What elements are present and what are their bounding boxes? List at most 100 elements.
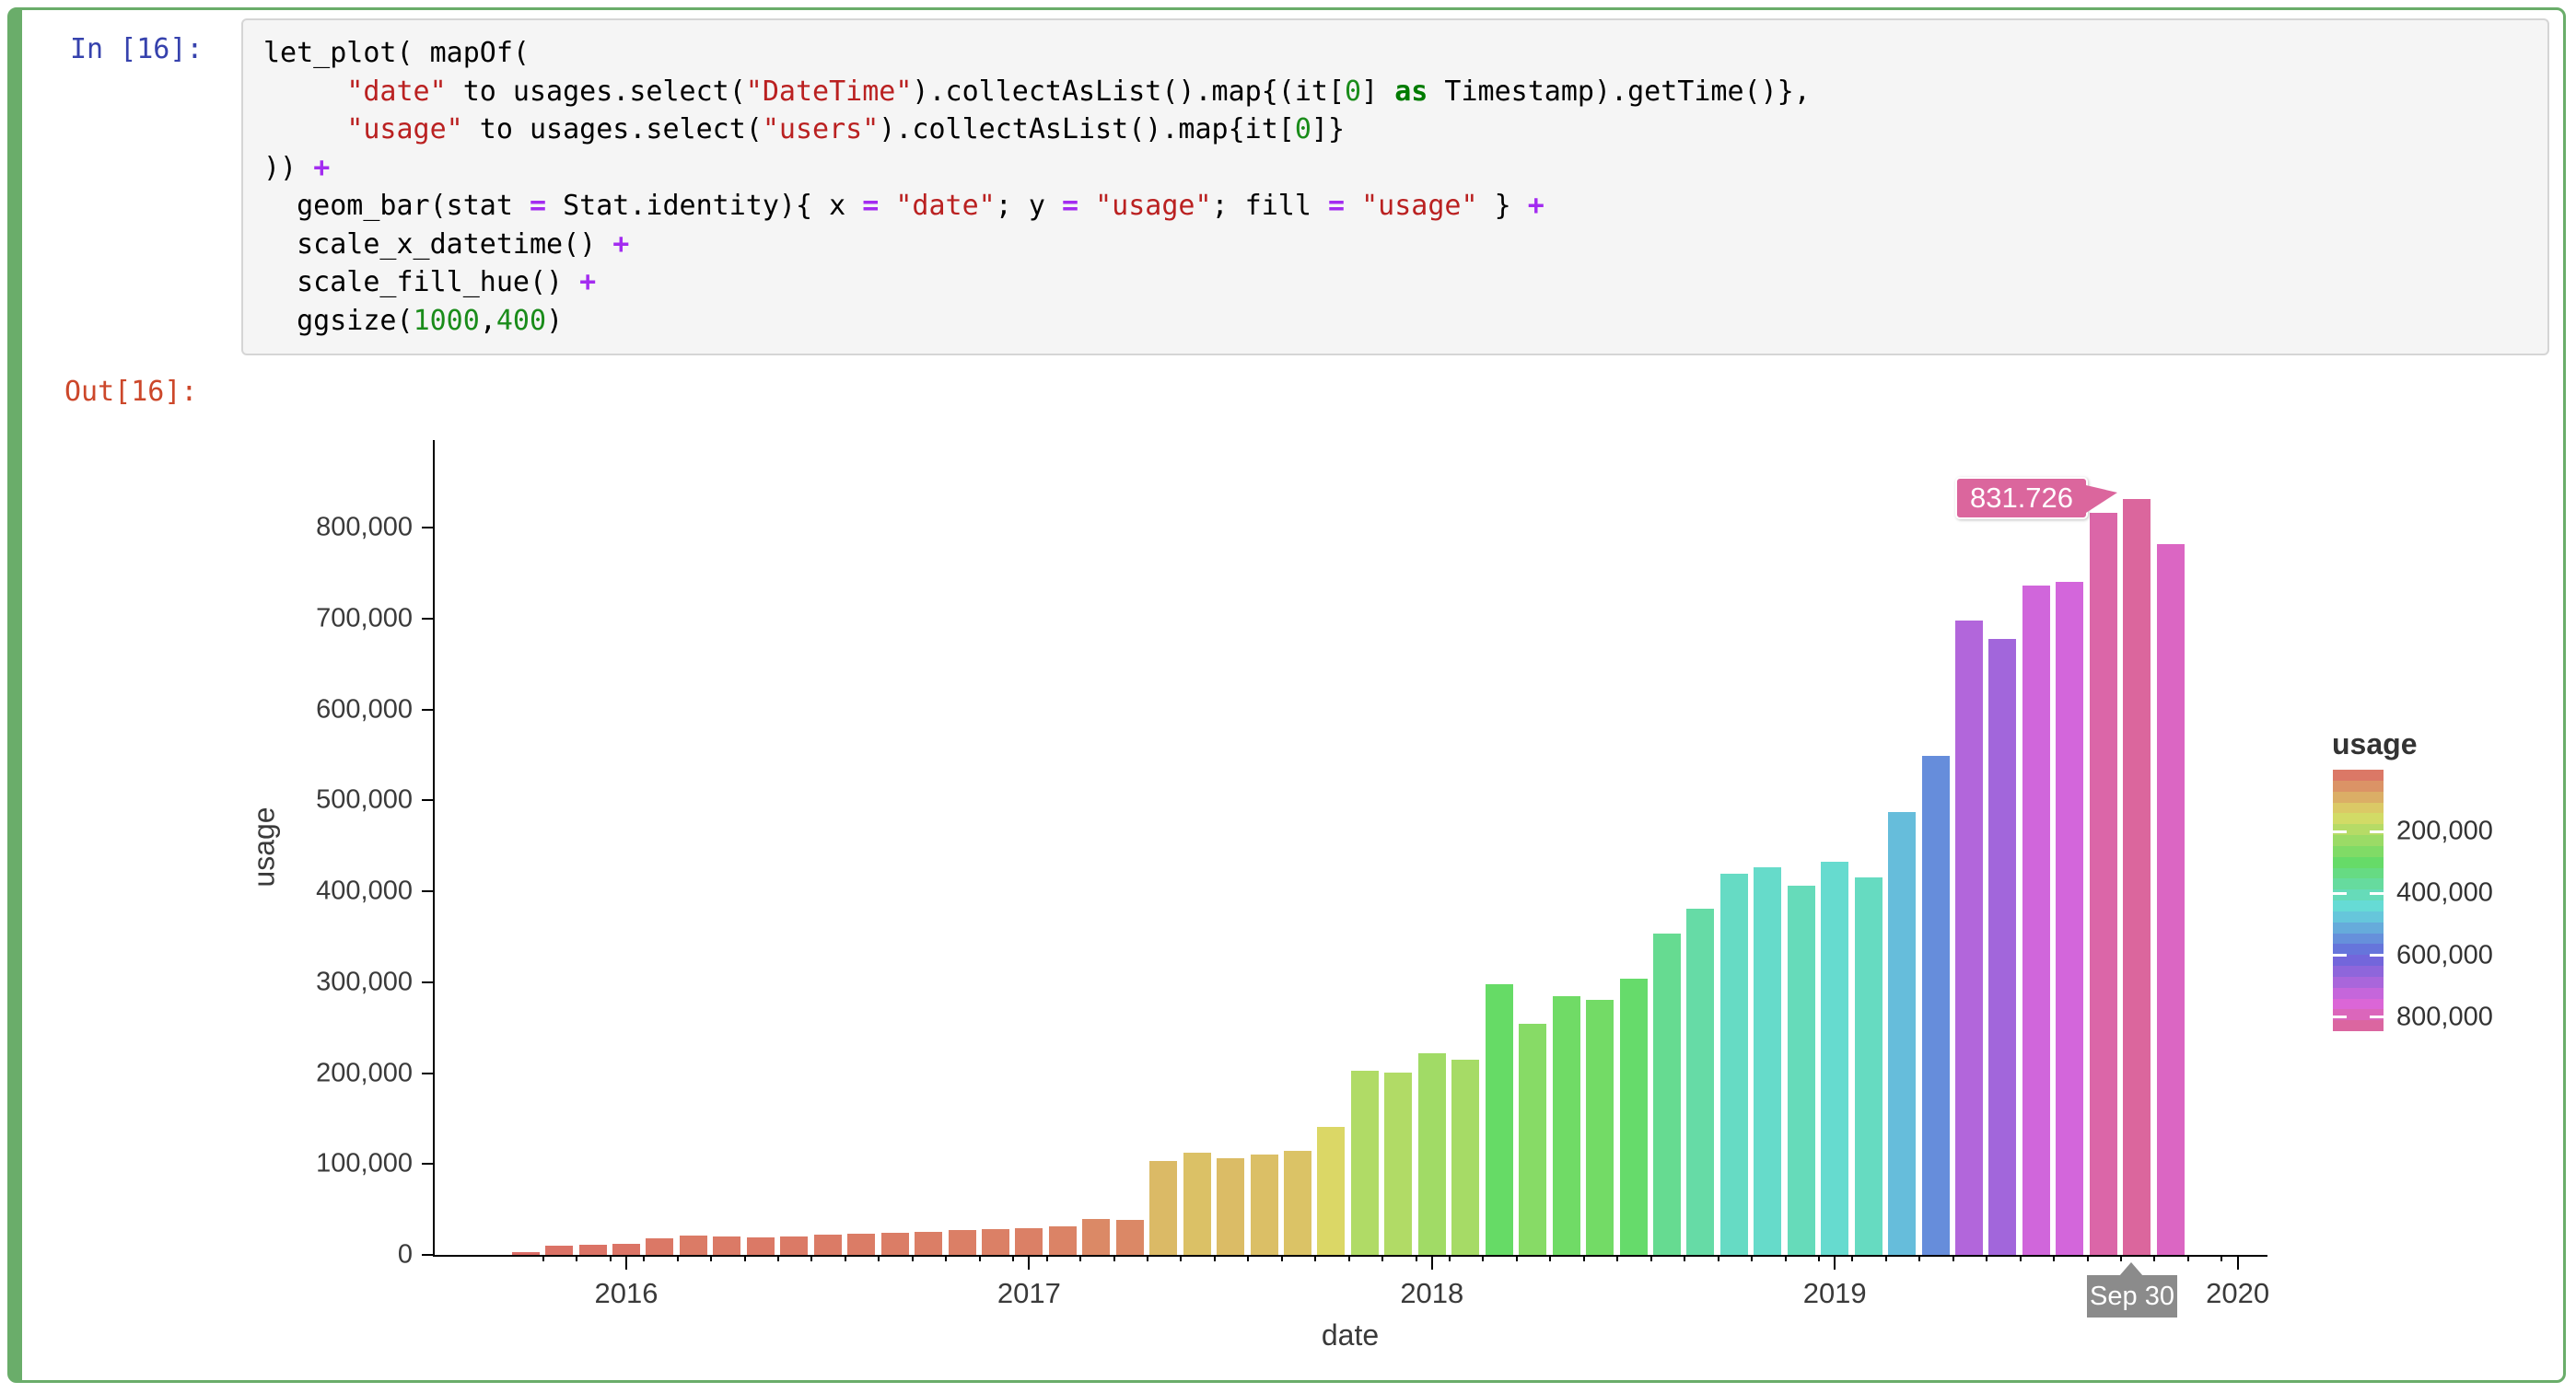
usage-bar[interactable] [847, 1234, 876, 1255]
legend-title: usage [2332, 727, 2418, 760]
legend-tick-label: 200,000 [2396, 816, 2493, 846]
usage-bar[interactable] [1921, 756, 1950, 1255]
month-tick-mark [1314, 1257, 1317, 1261]
usage-bar[interactable] [1183, 1153, 1211, 1255]
legend-gradient-strip [2333, 922, 2384, 934]
month-tick-mark [1079, 1257, 1082, 1261]
month-tick-mark [1012, 1257, 1015, 1261]
usage-bar[interactable] [1015, 1228, 1043, 1255]
usage-bar[interactable] [1988, 639, 2017, 1255]
y-tick-mark [422, 708, 433, 711]
usage-bar[interactable] [1149, 1161, 1178, 1255]
output-prompt: Out[16]: [64, 376, 198, 408]
usage-bar[interactable] [915, 1232, 943, 1255]
usage-bar[interactable] [1552, 996, 1580, 1255]
usage-bar[interactable] [1787, 886, 1815, 1255]
usage-bar[interactable] [679, 1236, 707, 1255]
usage-bar[interactable] [1955, 621, 1983, 1255]
month-tick-mark [676, 1257, 679, 1261]
code-line: ggsize(1000,400) [263, 304, 564, 337]
legend-tick-mark [2370, 954, 2384, 958]
usage-bar[interactable] [2123, 499, 2151, 1255]
code-line: "date" to usages.select("DateTime").coll… [346, 75, 1811, 108]
y-tick-mark [422, 799, 433, 802]
legend-tick-mark [2333, 1016, 2347, 1019]
usage-bar[interactable] [746, 1237, 775, 1255]
usage-bar[interactable] [1686, 909, 1715, 1255]
usage-bar[interactable] [578, 1245, 607, 1255]
usage-bar[interactable] [1485, 984, 1513, 1255]
usage-bar[interactable] [1586, 1000, 1614, 1255]
usage-bar[interactable] [1048, 1226, 1077, 1255]
usage-bar[interactable] [1451, 1060, 1480, 1255]
y-tick-label: 500,000 [316, 784, 413, 815]
year-tick-mark [1028, 1257, 1031, 1270]
usage-bar[interactable] [1821, 862, 1849, 1255]
month-tick-mark [777, 1257, 780, 1261]
usage-bar[interactable] [1854, 877, 1882, 1255]
usage-bar[interactable] [1284, 1151, 1311, 1255]
usage-bar[interactable] [1250, 1155, 1278, 1255]
usage-bar[interactable] [1217, 1158, 1245, 1255]
usage-bar[interactable] [1317, 1127, 1346, 1255]
legend-gradient-strip [2333, 813, 2384, 826]
usage-bar[interactable] [1719, 874, 1748, 1255]
code-editor[interactable]: let_plot( mapOf( "date" to usages.select… [241, 18, 2549, 355]
year-tick-label: 2018 [1400, 1277, 1464, 1309]
legend-tick-mark [2370, 891, 2384, 895]
usage-bar[interactable] [1350, 1071, 1379, 1255]
legend-tick-label: 800,000 [2396, 1002, 2493, 1032]
legend-gradient-strip [2333, 824, 2384, 836]
usage-bar[interactable] [813, 1235, 842, 1255]
month-tick-mark [1146, 1257, 1148, 1261]
x-axis-line [433, 1255, 2267, 1257]
month-tick-mark [1045, 1257, 1048, 1261]
month-tick-mark [844, 1257, 846, 1261]
month-tick-mark [810, 1257, 813, 1261]
y-tick-label: 600,000 [316, 694, 413, 724]
usage-bar[interactable] [2089, 513, 2117, 1255]
usage-bar[interactable] [2056, 582, 2084, 1255]
month-tick-mark [2120, 1257, 2123, 1261]
legend-gradient-strip [2333, 791, 2384, 804]
month-tick-mark [2186, 1257, 2189, 1261]
month-tick-mark [1817, 1257, 1820, 1261]
usage-bar[interactable] [1519, 1024, 1547, 1255]
usage-bar[interactable] [1888, 812, 1917, 1255]
month-tick-mark [1515, 1257, 1518, 1261]
usage-bar[interactable] [646, 1238, 674, 1255]
usage-bar[interactable] [545, 1246, 574, 1255]
usage-bar[interactable] [1115, 1220, 1144, 1255]
x-axis-date-tooltip: Sep 30 [2087, 1275, 2177, 1318]
legend-gradient-strip [2333, 878, 2384, 891]
month-tick-mark [1986, 1257, 1988, 1261]
legend-tick-mark [2333, 891, 2347, 895]
usage-bar[interactable] [1082, 1219, 1111, 1255]
usage-bar[interactable] [2022, 586, 2050, 1255]
usage-bar[interactable] [1417, 1053, 1446, 1255]
usage-bar[interactable] [713, 1236, 741, 1255]
code-line: )) + [263, 151, 331, 184]
month-tick-mark [2086, 1257, 2089, 1261]
legend-gradient-strip [2333, 911, 2384, 923]
month-tick-mark [1180, 1257, 1183, 1261]
month-tick-mark [978, 1257, 981, 1261]
usage-bar[interactable] [1652, 934, 1681, 1255]
usage-bar[interactable] [780, 1236, 809, 1255]
usage-bar[interactable] [2156, 544, 2185, 1255]
legend-gradient-strip [2333, 845, 2384, 858]
usage-bar[interactable] [880, 1233, 909, 1255]
y-tick-label: 800,000 [316, 512, 413, 542]
usage-bar[interactable] [1619, 979, 1648, 1255]
month-tick-mark [743, 1257, 746, 1261]
usage-bar[interactable] [981, 1229, 1009, 1255]
y-tick-mark [422, 1072, 433, 1074]
usage-bar[interactable] [511, 1252, 540, 1255]
usage-bar[interactable] [612, 1244, 640, 1255]
usage-bar[interactable] [1384, 1073, 1413, 1255]
usage-bar[interactable] [948, 1230, 976, 1255]
month-tick-mark [1415, 1257, 1417, 1261]
usage-bar[interactable] [1754, 867, 1782, 1255]
month-tick-mark [1684, 1257, 1686, 1261]
